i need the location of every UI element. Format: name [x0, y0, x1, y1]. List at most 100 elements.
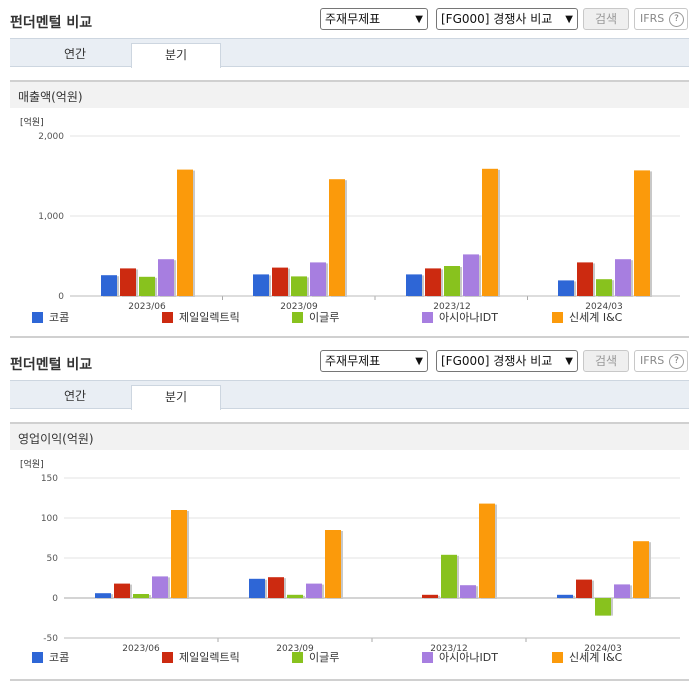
bar-0-3[interactable]: [152, 576, 168, 598]
bar-3-0[interactable]: [557, 594, 573, 598]
bar-3-1[interactable]: [576, 579, 592, 598]
bar-1-4[interactable]: [325, 530, 341, 598]
bar-2-3[interactable]: [463, 254, 479, 296]
peer-group-select[interactable]: [FG000] 경쟁사 비교 ▼: [436, 350, 578, 372]
section-divider: [10, 336, 689, 338]
x-tick-label: 2023/06: [128, 302, 166, 312]
chevron-down-icon: ▼: [565, 356, 573, 367]
bar-3-4[interactable]: [633, 541, 649, 598]
chevron-down-icon: ▼: [415, 356, 423, 367]
revenue-chart: [억원] 0 1,000 2,000 2023/06 2023/09 2023/12 2024…: [20, 116, 680, 324]
section-title: 펀더멘털 비교: [10, 357, 93, 373]
bar-3-0[interactable]: [558, 280, 574, 296]
y-tick-label: 1,000: [38, 212, 64, 222]
legend-swatch: [162, 312, 173, 323]
unit-label: [억원]: [20, 458, 44, 470]
tab-quarterly[interactable]: 분기: [131, 385, 221, 410]
legend-label[interactable]: 신세계 I&C: [569, 311, 623, 324]
bar-3-1[interactable]: [577, 262, 593, 296]
bar-2-1[interactable]: [422, 594, 438, 598]
search-button[interactable]: 검색: [583, 350, 629, 372]
tab-quarterly[interactable]: 분기: [131, 43, 221, 68]
legend-swatch: [32, 652, 43, 663]
bar-1-3[interactable]: [310, 262, 326, 296]
metric-header: 영업이익(억원): [10, 422, 689, 450]
section-title: 펀더멘털 비교: [10, 15, 93, 31]
bar-1-1[interactable]: [272, 267, 288, 296]
legend-label[interactable]: 이글루: [309, 311, 339, 324]
legend-swatch: [552, 652, 563, 663]
peer-group-select[interactable]: [FG000] 경쟁사 비교 ▼: [436, 8, 578, 30]
legend-label[interactable]: 신세계 I&C: [569, 651, 623, 664]
bar-2-3[interactable]: [460, 585, 476, 598]
legend-label[interactable]: 아시아나IDT: [439, 311, 498, 324]
legend-label[interactable]: 제일일렉트릭: [179, 650, 240, 664]
peer-group-value: [FG000] 경쟁사 비교: [441, 354, 553, 368]
peer-group-value: [FG000] 경쟁사 비교: [441, 12, 553, 26]
bar-1-1[interactable]: [268, 577, 284, 598]
x-tick-label: 2023/06: [122, 644, 160, 654]
section-header: 펀더멘털 비교 주재무제표 ▼ [FG000] 경쟁사 비교 ▼ 검색 IFRS…: [0, 0, 696, 36]
statement-type-value: 주재무제표: [325, 12, 381, 26]
help-icon[interactable]: ?: [669, 354, 684, 369]
legend-label[interactable]: 이글루: [309, 651, 339, 664]
legend-swatch: [162, 652, 173, 663]
bar-3-4[interactable]: [634, 170, 650, 296]
chevron-down-icon: ▼: [415, 14, 423, 25]
bar-0-2[interactable]: [139, 276, 155, 296]
tab-annual[interactable]: 연간: [63, 47, 87, 61]
metric-label: 매출액(억원): [18, 90, 83, 104]
legend-swatch: [292, 652, 303, 663]
bar-1-2[interactable]: [291, 276, 307, 296]
x-tick-label: 2023/12: [433, 302, 470, 312]
bar-1-2[interactable]: [287, 594, 303, 598]
bar-0-0[interactable]: [101, 275, 117, 296]
statement-type-select[interactable]: 주재무제표 ▼: [320, 350, 428, 372]
bar-0-1[interactable]: [120, 268, 136, 296]
bar-2-1[interactable]: [425, 268, 441, 296]
tab-annual[interactable]: 연간: [63, 389, 87, 403]
bar-1-4[interactable]: [329, 179, 345, 296]
bar-2-4[interactable]: [479, 503, 495, 598]
ifrs-button[interactable]: IFRS ?: [634, 350, 688, 372]
help-icon[interactable]: ?: [669, 12, 684, 27]
legend-label[interactable]: 아시아나IDT: [439, 651, 498, 664]
legend-swatch: [552, 312, 563, 323]
bar-3-2[interactable]: [595, 598, 611, 616]
bar-1-0[interactable]: [249, 578, 265, 598]
ifrs-button[interactable]: IFRS ?: [634, 8, 688, 30]
legend-label[interactable]: 제일일렉트릭: [179, 310, 240, 324]
bar-0-0[interactable]: [95, 593, 111, 598]
bar-2-0[interactable]: [406, 274, 422, 296]
x-tick-label: 2024/03: [584, 644, 621, 654]
ifrs-label: IFRS: [640, 354, 665, 367]
bar-2-2[interactable]: [444, 266, 460, 296]
bar-0-1[interactable]: [114, 583, 130, 598]
y-tick-label: 150: [41, 474, 58, 484]
statement-type-select[interactable]: 주재무제표 ▼: [320, 8, 428, 30]
bar-2-4[interactable]: [482, 168, 498, 296]
bar-3-3[interactable]: [615, 259, 631, 296]
legend-swatch: [292, 312, 303, 323]
legend-swatch: [422, 652, 433, 663]
period-tabs: 연간 분기: [10, 380, 689, 410]
bar-1-0[interactable]: [253, 274, 269, 296]
legend-swatch: [422, 312, 433, 323]
y-tick-label: -50: [43, 634, 58, 644]
fundamental-section-2: 펀더멘털 비교 주재무제표 ▼ [FG000] 경쟁사 비교 ▼ 검색 IFRS…: [0, 342, 696, 684]
bar-2-2[interactable]: [441, 554, 457, 598]
section-divider: [10, 679, 689, 681]
metric-header: 매출액(억원): [10, 80, 689, 108]
bar-1-3[interactable]: [306, 583, 322, 598]
x-tick-label: 2023/09: [276, 644, 314, 654]
bar-3-3[interactable]: [614, 584, 630, 598]
chevron-down-icon: ▼: [565, 14, 573, 25]
search-button[interactable]: 검색: [583, 8, 629, 30]
bar-3-2[interactable]: [596, 279, 612, 296]
bar-0-4[interactable]: [177, 169, 193, 296]
bar-0-3[interactable]: [158, 259, 174, 296]
legend-label[interactable]: 코콤: [49, 651, 69, 664]
bar-0-4[interactable]: [171, 510, 187, 598]
bar-0-2[interactable]: [133, 594, 149, 598]
legend-label[interactable]: 코콤: [49, 311, 69, 324]
